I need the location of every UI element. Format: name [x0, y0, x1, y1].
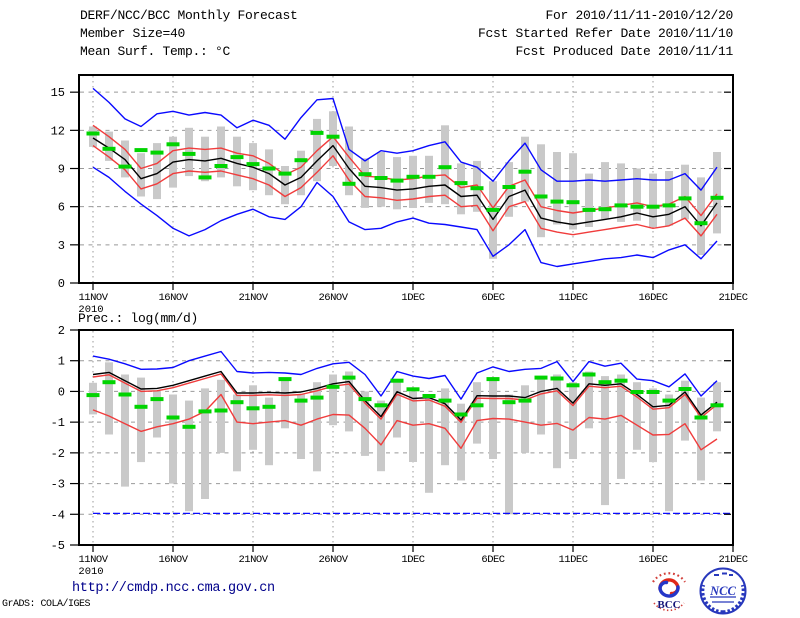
surface-temp-chart-grid: [80, 76, 732, 282]
surface-temp-chart-xtick-label: 1DEC: [401, 292, 424, 304]
precip-chart-frame: [78, 329, 734, 546]
precip-chart-ytick-label: -1: [51, 416, 65, 430]
precip-chart-xtick-label: 11DEC: [558, 554, 587, 566]
surface-temp-chart-ensemble-max-line: [92, 87, 718, 191]
bcc-logo-top-arc-text: [652, 572, 686, 583]
precip-chart-ytick-label: -5: [51, 539, 65, 553]
precip-chart-ytick-label: 1: [58, 355, 65, 369]
surface-temp-chart-xtick-label: 11NOV: [78, 292, 108, 304]
refer-date-label: Fcst Started Refer Date 2010/11/10: [477, 26, 733, 41]
bcc-logo-blue-swirl-icon: [658, 580, 680, 598]
ncc-logo-circle: [699, 567, 747, 615]
precip-chart-observation-dash: [86, 372, 724, 429]
bcc-logo: BCC: [645, 566, 693, 614]
precip-chart-ensemble-max-line: [92, 350, 718, 400]
surface-temp-chart-xtick-label: 21DEC: [718, 292, 747, 304]
surface-temp-chart-xtick-label: 11DEC: [558, 292, 587, 304]
precip-chart-xtick-label: 26NOV: [318, 554, 348, 566]
surface-temp-chart-ensemble-mean-line: [92, 137, 718, 227]
precip-chart-ytick-label: 0: [58, 385, 65, 399]
precip-chart-ytick-label: -3: [51, 478, 65, 492]
surface-temp-chart-xtick-label: 26NOV: [318, 292, 348, 304]
member-size-label: Member Size=40: [80, 26, 186, 41]
surface-temp-chart-ytick-label: 15: [51, 86, 65, 100]
bcc-logo-text: BCC: [657, 599, 680, 611]
source-url-link[interactable]: http://cmdp.ncc.cma.gov.cn: [72, 581, 275, 596]
bcc-logo-bottom-arc-text: [653, 602, 685, 612]
surface-temp-chart-observation-dash: [86, 130, 724, 226]
surface-temp-chart-xtick-label: 16NOV: [158, 292, 188, 304]
precip-chart-ensemble-mean-line: [92, 370, 718, 421]
grads-credit: GrADS: COLA/IGES: [2, 599, 91, 610]
ncc-logo-top-marks: [714, 572, 733, 576]
precip-chart-xtick-label: 16NOV: [158, 554, 188, 566]
surface-temp-chart-ytick-label: 6: [58, 201, 65, 215]
precip-chart-xtick-label: 1DEC: [401, 554, 424, 566]
precip-chart-title: Prec.: log(mm/d): [78, 311, 199, 326]
precip-chart-ytick-label: -4: [51, 508, 65, 522]
precip-chart-spread-bars: [89, 362, 721, 515]
temp-chart-title: Mean Surf. Temp.: °C: [80, 44, 231, 59]
surface-temp-chart-ytick-label: 12: [51, 124, 65, 138]
precip-chart-xtick-label: 11NOV: [78, 554, 108, 566]
precip-chart-xtick-label: 16DEC: [638, 554, 667, 566]
surface-temp-chart-xtick-label: 6DEC: [481, 292, 504, 304]
ncc-logo-left-wreath: [700, 584, 724, 614]
precip-chart-xtick-label: 6DEC: [481, 554, 504, 566]
precip-chart-xtick-label: 21DEC: [718, 554, 747, 566]
ncc-logo-right-wreath: [722, 584, 746, 614]
surface-temp-chart-xtick-label: 21NOV: [238, 292, 268, 304]
ncc-logo-lines: [710, 596, 736, 603]
ncc-logo-text: NCC: [709, 584, 736, 598]
surface-temp-chart-ensemble-min-line: [92, 166, 718, 268]
surface-temp-chart-lower-spread-red-line: [92, 145, 718, 237]
surface-temp-chart-spread-bars: [89, 111, 721, 259]
precip-chart-ytick-label: -2: [51, 447, 65, 461]
precip-chart-xtick-label: 21NOV: [238, 554, 268, 566]
surface-temp-chart-year-label: 2010: [78, 304, 103, 316]
surface-temp-chart-ytick-label: 0: [58, 277, 65, 291]
precip-chart-year-label: 2010: [78, 566, 103, 578]
forecast-range-label: For 2010/11/11-2010/12/20: [545, 8, 733, 23]
precip-chart-upper-spread-red-line: [92, 373, 718, 424]
surface-temp-chart-upper-spread-red-line: [92, 124, 718, 217]
precip-chart-lower-spread-red-line: [92, 393, 718, 451]
page-title: DERF/NCC/BCC Monthly Forecast: [80, 8, 298, 23]
surface-temp-chart-ytick-label: 9: [58, 163, 65, 177]
surface-temp-chart-xtick-label: 16DEC: [638, 292, 667, 304]
surface-temp-chart-ytick-label: 3: [58, 239, 65, 253]
produced-date-label: Fcst Produced Date 2010/11/11: [515, 44, 733, 59]
ncc-logo: NCC: [699, 567, 747, 615]
precip-chart-ytick-label: 2: [58, 324, 65, 338]
surface-temp-chart-frame: [78, 74, 734, 284]
